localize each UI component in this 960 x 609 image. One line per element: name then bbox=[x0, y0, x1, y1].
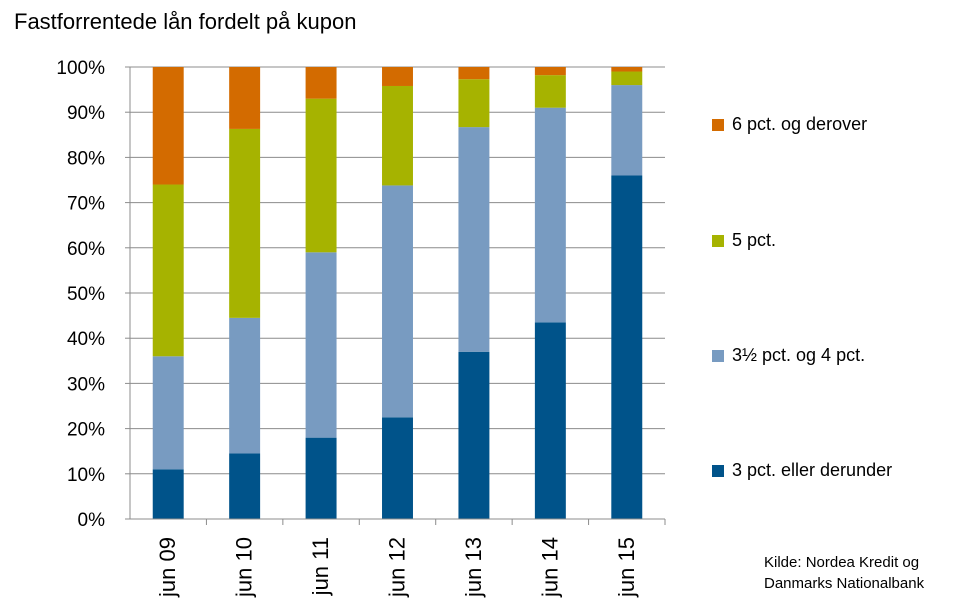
y-tick-label: 30% bbox=[67, 374, 105, 395]
bar-segment bbox=[229, 317, 261, 454]
bar-segment bbox=[611, 85, 643, 176]
x-tick-label: jun 12 bbox=[385, 537, 410, 598]
y-tick-label: 90% bbox=[67, 103, 105, 124]
x-tick-label: jun 13 bbox=[461, 537, 486, 598]
y-tick-label: 10% bbox=[67, 465, 105, 486]
y-tick-label: 40% bbox=[67, 329, 105, 350]
legend-item: 3½ pct. og 4 pct. bbox=[712, 345, 865, 366]
bar-segment bbox=[229, 128, 261, 318]
legend-label: 5 pct. bbox=[732, 230, 777, 250]
y-tick-label: 100% bbox=[56, 58, 105, 79]
bars bbox=[152, 67, 643, 520]
legend-item: 3 pct. eller derunder bbox=[712, 460, 892, 481]
source-line-2: Danmarks Nationalbank bbox=[764, 575, 925, 592]
bar-segment bbox=[305, 67, 337, 99]
legend-swatch bbox=[712, 464, 724, 477]
chart-title: Fastforrentede lån fordelt på kupon bbox=[14, 9, 357, 34]
bar-segment bbox=[611, 175, 643, 520]
bar-segment bbox=[534, 322, 566, 519]
bar-segment bbox=[382, 185, 413, 418]
bar-segment bbox=[229, 453, 261, 519]
legend-swatch bbox=[712, 118, 724, 131]
bar-segment bbox=[152, 469, 184, 519]
legend-label: 3 pct. eller derunder bbox=[732, 460, 893, 480]
y-tick-label: 60% bbox=[67, 239, 105, 260]
x-tick-label: jun 11 bbox=[308, 537, 333, 596]
x-tick-label: jun 10 bbox=[232, 537, 257, 598]
x-tick-label: jun 14 bbox=[537, 537, 562, 598]
legend: 6 pct. og derover 5 pct. 3½ pct. og 4 pct.… bbox=[712, 0, 952, 520]
x-tick-label: jun 09 bbox=[155, 537, 180, 598]
y-tick-label: 80% bbox=[67, 148, 105, 169]
bar-segment bbox=[382, 417, 413, 519]
bar-segment bbox=[534, 67, 566, 76]
y-tick-label: 20% bbox=[67, 420, 105, 441]
bar-segment bbox=[458, 127, 490, 352]
bar-segment bbox=[382, 67, 413, 86]
bar-segment bbox=[534, 107, 566, 323]
legend-item: 6 pct. og derover bbox=[712, 114, 867, 135]
bar-segment bbox=[305, 252, 337, 438]
y-tick-label: 50% bbox=[67, 284, 105, 305]
y-tick-label: 70% bbox=[67, 194, 105, 215]
legend-item: 5 pct. bbox=[712, 230, 776, 251]
bar-segment bbox=[305, 437, 337, 519]
bar-segment bbox=[152, 67, 184, 185]
legend-swatch bbox=[712, 349, 724, 362]
tick-labels: 0% 10% 20% 30% 40% 50% 60% 70% 80% 90% 100% jun 09 j… bbox=[56, 58, 638, 598]
x-tick-label: jun 15 bbox=[614, 537, 639, 598]
legend-swatch bbox=[712, 234, 724, 247]
bar-segment bbox=[534, 75, 566, 108]
source-line-1: Kilde: Nordea Kredit og bbox=[764, 554, 920, 571]
source-note: Kilde: Nordea Kredit og Danmarks Nationa… bbox=[764, 552, 924, 594]
legend-label: 6 pct. og derover bbox=[732, 114, 868, 134]
y-tick-label: 0% bbox=[78, 510, 106, 531]
bar-segment bbox=[611, 67, 643, 72]
bar-segment bbox=[305, 98, 337, 253]
bar-segment bbox=[458, 79, 490, 128]
legend-label: 3½ pct. og 4 pct. bbox=[732, 345, 866, 365]
bar-segment bbox=[229, 67, 261, 129]
bar-segment bbox=[152, 184, 184, 357]
axes bbox=[125, 66, 666, 525]
bar-segment bbox=[152, 356, 184, 470]
bar-segment bbox=[611, 71, 643, 86]
bar-segment bbox=[382, 85, 413, 186]
bar-segment bbox=[458, 351, 490, 519]
bar-segment bbox=[458, 67, 490, 80]
